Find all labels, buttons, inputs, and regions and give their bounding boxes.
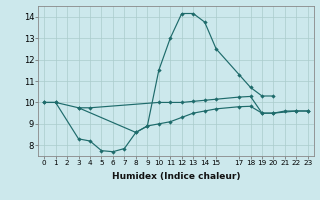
X-axis label: Humidex (Indice chaleur): Humidex (Indice chaleur): [112, 172, 240, 181]
